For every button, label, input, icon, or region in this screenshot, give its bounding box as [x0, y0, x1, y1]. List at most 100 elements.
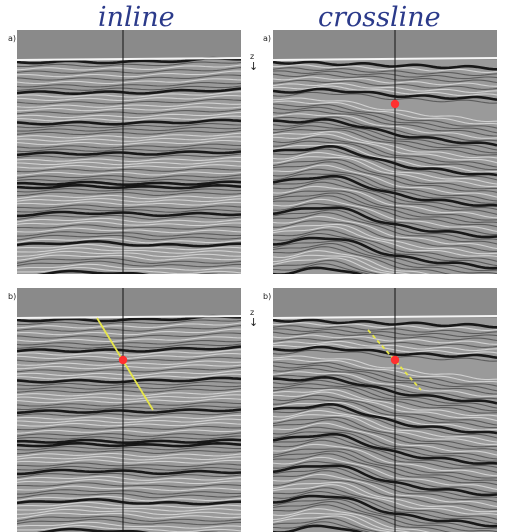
reflector-line — [17, 243, 241, 251]
reflector-line — [17, 160, 241, 166]
reflector-line — [17, 91, 241, 98]
reflector-line — [273, 129, 497, 156]
reflector-line — [17, 64, 241, 71]
reflector-line — [17, 167, 241, 173]
reflector-line — [17, 70, 241, 78]
reflector-line — [273, 215, 497, 250]
reflector-line — [273, 394, 497, 426]
down-arrow-icon: ↓ — [249, 316, 259, 329]
reflector-line — [17, 505, 241, 512]
reflector-line — [17, 85, 241, 91]
reflector-line — [17, 408, 241, 415]
reflector-line — [17, 106, 241, 112]
reflector-line — [17, 414, 241, 420]
reflector-line — [17, 183, 241, 190]
reflector-line — [273, 67, 497, 77]
reflector-line — [273, 209, 497, 240]
reflector-line — [273, 131, 497, 159]
reflector-line — [273, 325, 497, 335]
reflector-group — [17, 314, 241, 532]
reflector-line — [17, 118, 241, 126]
dip-line — [96, 317, 154, 411]
reflector-line — [273, 422, 497, 456]
reflector-line — [17, 164, 241, 169]
reflector-line — [273, 431, 497, 462]
reflector-line — [273, 246, 452, 274]
reflector-line — [17, 411, 241, 417]
reflector-line — [273, 212, 497, 245]
reflector-line — [17, 180, 241, 186]
reflector-line — [273, 144, 497, 177]
reflector-line — [273, 358, 497, 383]
reflector-line — [273, 79, 497, 90]
reflector-line — [17, 214, 241, 220]
reflector-line — [17, 495, 241, 502]
reflector-line — [273, 198, 497, 232]
reflector-line — [17, 356, 241, 363]
reflector-line — [273, 195, 497, 228]
reflector-line — [273, 490, 497, 525]
reflector-line — [273, 106, 497, 134]
reflector-line — [17, 139, 241, 146]
panel-label-b-crossline: b) — [263, 292, 272, 301]
reflector-line — [17, 452, 241, 458]
reflector-line — [17, 217, 241, 223]
reflector-line — [17, 352, 241, 360]
reflector-line — [273, 97, 497, 123]
reflector-line — [17, 381, 241, 387]
reflector-line — [273, 143, 497, 173]
reflector-line — [17, 198, 241, 203]
reflector-line — [273, 243, 497, 274]
red-marker — [390, 99, 400, 109]
reflector-line — [273, 375, 497, 405]
reflector-line — [36, 269, 219, 274]
reflector-line — [273, 100, 497, 125]
reflector-line — [273, 232, 497, 267]
reflector-line — [273, 148, 497, 181]
reflector-line — [17, 472, 241, 478]
reflector-line — [17, 247, 241, 254]
reflector-line — [17, 384, 241, 390]
reflector-line — [17, 234, 241, 241]
reflector-line — [17, 174, 241, 179]
reflector-line — [273, 473, 497, 508]
reflector-line — [273, 371, 497, 397]
reflector-line — [273, 206, 497, 239]
reflector-line — [17, 468, 241, 476]
reflector-line — [17, 446, 241, 451]
reflector-line — [17, 336, 241, 343]
reflector-line — [273, 125, 497, 154]
reflector-group — [273, 60, 497, 274]
reflector-line — [17, 257, 241, 264]
reflector-line — [17, 422, 241, 427]
reflector-line — [273, 220, 497, 252]
reflector-line — [273, 181, 497, 215]
reflector-line — [273, 448, 497, 479]
seismic-panel-b-crossline — [273, 288, 497, 532]
reflector-line — [273, 113, 497, 139]
reflector-line — [17, 456, 241, 461]
reflector-line — [17, 239, 241, 248]
reflector-line — [17, 98, 241, 105]
reflector-line — [17, 177, 241, 183]
reflector-line — [273, 337, 497, 348]
reflector-group — [273, 318, 497, 532]
reflector-line — [17, 521, 241, 529]
reflector-line — [273, 439, 497, 473]
reflector-line — [273, 178, 497, 211]
reflector-line — [273, 73, 497, 84]
reflector-line — [17, 449, 241, 455]
reflector-line — [17, 497, 241, 506]
reflector-line — [273, 158, 497, 190]
reflector-line — [273, 240, 497, 272]
reflector-line — [273, 117, 497, 147]
reflector-line — [273, 70, 497, 80]
seismic-panel-a-inline — [17, 30, 241, 274]
reflector-line — [273, 432, 497, 465]
reflector-line — [273, 334, 497, 345]
reflector-line — [17, 432, 241, 437]
reflector-line — [273, 190, 497, 221]
reflector-line — [17, 489, 241, 495]
reflector-line — [17, 108, 241, 115]
reflector-line — [17, 369, 241, 377]
